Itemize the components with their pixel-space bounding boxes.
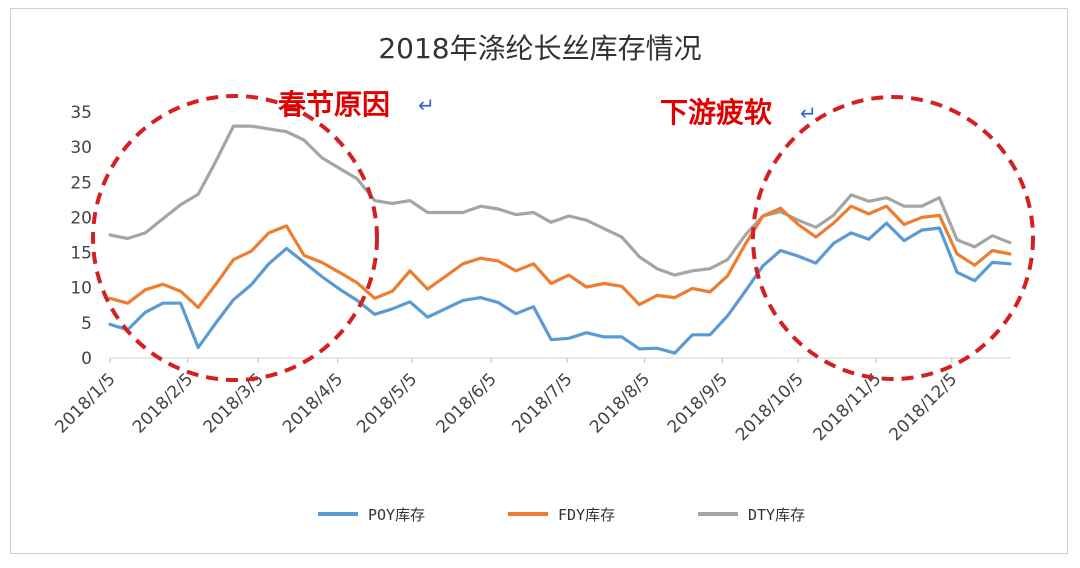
y-axis: 0 5 10 15 20 25 30 35	[70, 103, 92, 369]
x-tick-label: 2018/9/5	[664, 369, 732, 437]
legend-label: POY库存	[368, 506, 425, 524]
x-tick-label: 2018/4/5	[279, 369, 347, 437]
x-tick-label: 2018/6/5	[433, 369, 501, 437]
series-line	[108, 124, 1012, 277]
x-tick-label: 2018/7/5	[508, 369, 576, 437]
chart-title: 2018年涤纶长丝库存情况	[378, 32, 701, 65]
x-tick-label: 2018/12/5	[886, 369, 962, 445]
series-line	[108, 204, 1012, 309]
spring-festival-circle	[91, 94, 379, 382]
x-tick-label: 2018/2/5	[129, 369, 197, 437]
y-tick-label: 25	[70, 173, 92, 193]
weak-demand-circle	[751, 95, 1035, 381]
annotation-spring-festival: 春节原因	[278, 88, 390, 121]
y-tick-label: 5	[81, 314, 92, 334]
legend-label: FDY库存	[558, 506, 615, 524]
annotation-weak-demand: 下游疲软	[660, 96, 772, 129]
return-mark-icon: ↵	[800, 101, 817, 125]
series-line	[108, 221, 1012, 355]
legend: POY库存 FDY库存 DTY库存	[318, 506, 805, 524]
legend-label: DTY库存	[748, 506, 805, 524]
x-tick-label: 2018/8/5	[586, 369, 654, 437]
y-tick-label: 20	[70, 208, 92, 228]
series-lines	[108, 124, 1012, 355]
y-tick-label: 30	[70, 138, 92, 158]
x-tick-label: 2018/11/5	[810, 369, 886, 445]
x-tick-label: 2018/10/5	[732, 369, 808, 445]
y-tick-label: 35	[70, 103, 92, 123]
y-tick-label: 10	[70, 279, 92, 299]
chart-border	[10, 8, 1068, 554]
y-tick-label: 0	[81, 349, 92, 369]
x-tick-label: 2018/5/5	[353, 369, 421, 437]
return-mark-icon: ↵	[418, 93, 435, 117]
x-tick-label: 2018/1/5	[51, 369, 119, 437]
y-tick-label: 15	[70, 244, 92, 264]
